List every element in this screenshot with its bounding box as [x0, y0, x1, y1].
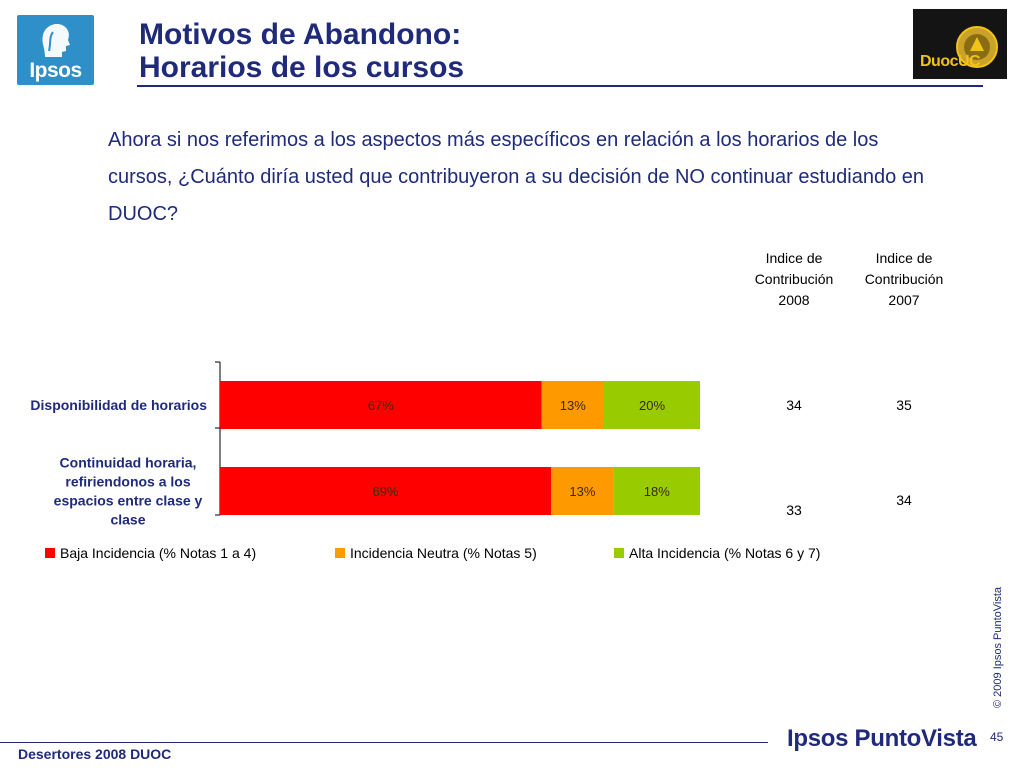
index-header-2007: Indice de Contribución 2007: [854, 248, 954, 311]
legend-item-baja: Baja Incidencia (% Notas 1 a 4): [45, 545, 256, 561]
page-number: 45: [990, 730, 1004, 744]
title-line-1: Motivos de Abandono:: [139, 18, 462, 51]
title-divider: [137, 85, 983, 87]
footer-divider: [0, 742, 768, 743]
index-2008-row-1: 34: [786, 397, 802, 413]
index-2008-row-2: 33: [786, 502, 802, 518]
index-2007-row-2: 34: [896, 492, 912, 508]
category-label-2-line-1: Continuidad horaria,: [60, 455, 197, 471]
chart-legend: Baja Incidencia (% Notas 1 a 4) Incidenc…: [45, 545, 865, 565]
index-header-2008: Indice de Contribución 2008: [744, 248, 844, 311]
duoc-logo: DuocUC: [913, 9, 1007, 79]
survey-question: Ahora si nos referimos a los aspectos má…: [108, 129, 925, 225]
category-label-1-line-1: Disponibilidad de horarios: [30, 397, 207, 413]
bar-segment-1-2: [541, 381, 604, 429]
duoc-logo-text: DuocUC: [920, 53, 981, 70]
category-label-2-line-3: espacios entre clase y: [54, 493, 203, 509]
legend-swatch-neutra: [335, 548, 345, 558]
bar-segment-2-1: [220, 467, 552, 515]
footer-brand-logo: Ipsos PuntoVista: [787, 725, 977, 752]
title-line-2: Horarios de los cursos: [139, 51, 465, 84]
duoc-seal-icon: [956, 26, 998, 68]
ipsos-logo: Ipsos: [17, 15, 94, 85]
ipsos-head-icon: [42, 24, 70, 57]
data-label-2-3: 18%: [644, 484, 670, 499]
copyright-text: © 2009 Ipsos PuntoVista: [992, 586, 1004, 708]
data-label-2-2: 13%: [569, 484, 595, 499]
ipsos-logo-text: Ipsos: [29, 59, 82, 82]
bar-segment-1-3: [604, 381, 700, 429]
index-header-2007-line1: Indice de: [875, 250, 933, 266]
index-header-2008-line1: Indice de: [765, 250, 823, 266]
data-label-1-2: 13%: [560, 398, 586, 413]
legend-item-alta: Alta Incidencia (% Notas 6 y 7): [614, 545, 820, 561]
index-header-2007-line2: Contribución: [864, 271, 944, 287]
legend-swatch-baja: [45, 548, 55, 558]
bar-segment-2-2: [551, 467, 614, 515]
index-header-2007-line3: 2007: [888, 292, 920, 308]
category-label-2-line-2: refiriendonos a los: [65, 474, 190, 490]
index-header-2008-line2: Contribución: [754, 271, 834, 287]
category-label-2-line-4: clase: [110, 512, 145, 528]
index-header-2008-line3: 2008: [778, 292, 810, 308]
legend-swatch-alta: [614, 548, 624, 558]
data-label-1-3: 20%: [639, 398, 665, 413]
data-label-1-1: 67%: [368, 398, 394, 413]
bar-segment-1-1: [220, 381, 542, 429]
legend-label-alta: Alta Incidencia (% Notas 6 y 7): [629, 545, 821, 561]
legend-label-baja: Baja Incidencia (% Notas 1 a 4): [60, 545, 257, 561]
legend-label-neutra: Incidencia Neutra (% Notas 5): [350, 545, 537, 561]
footer-report-name: Desertores 2008 DUOC: [18, 746, 172, 762]
bar-segment-2-3: [613, 467, 700, 515]
stacked-bar-chart: 67% 13% 20% Disponibilidad de horarios 69% 13…: [30, 361, 700, 528]
data-label-2-1: 69%: [373, 484, 399, 499]
legend-item-neutra: Incidencia Neutra (% Notas 5): [335, 545, 537, 561]
page-title: Motivos de Abandono: Horarios de los cur…: [139, 18, 464, 84]
index-2007-row-1: 35: [896, 397, 912, 413]
